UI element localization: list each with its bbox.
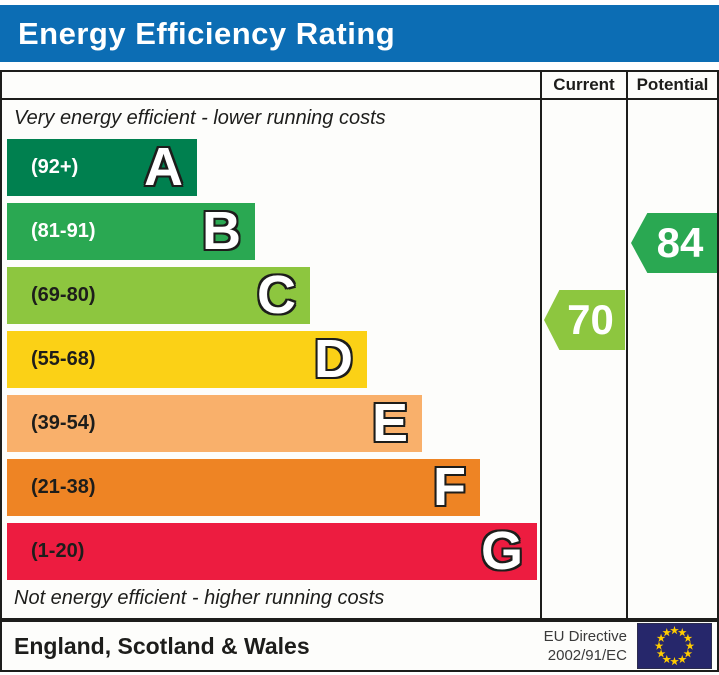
footer: England, Scotland & Wales EU Directive 2… — [0, 620, 719, 672]
band-letter: B — [202, 201, 241, 261]
band-bar-C: (69-80) C — [7, 267, 310, 324]
header-current: Current — [540, 72, 626, 100]
eu-flag-icon — [637, 623, 712, 669]
band-bar-G: (1-20) G — [7, 523, 537, 580]
band-range-label: (55-68) — [31, 348, 96, 370]
band-range-label: (81-91) — [31, 220, 96, 242]
band-letter: C — [257, 265, 296, 325]
potential-column: 84 — [626, 100, 717, 618]
band-letter: F — [433, 457, 466, 517]
header-spacer-cell — [2, 72, 540, 100]
band-range-label: (92+) — [31, 156, 79, 178]
band-range-label: (21-38) — [31, 476, 96, 498]
page-title: Energy Efficiency Rating — [18, 15, 396, 51]
band-bar-B: (81-91) B — [7, 203, 255, 260]
band-letter: E — [371, 393, 408, 453]
caption-very-efficient: Very energy efficient - lower running co… — [14, 107, 386, 129]
band-letter: A — [144, 137, 183, 197]
current-rating-arrow: 70 — [544, 290, 625, 350]
rating-table: Current Potential Very energy efficient … — [0, 70, 719, 620]
title-bar: Energy Efficiency Rating — [0, 5, 719, 62]
current-column: 70 — [540, 100, 626, 618]
eu-directive-label: EU Directive 2002/91/EC — [544, 627, 627, 666]
potential-rating-value: 84 — [656, 219, 704, 266]
band-bar-F: (21-38) F — [7, 459, 480, 516]
band-range-label: (39-54) — [31, 412, 96, 434]
potential-rating-arrow: 84 — [631, 213, 717, 273]
band-letter: D — [314, 329, 353, 389]
chart-area: Very energy efficient - lower running co… — [2, 100, 540, 618]
band-bar-A: (92+) A — [7, 139, 197, 196]
band-range-label: (1-20) — [31, 540, 85, 562]
band-range-label: (69-80) — [31, 284, 96, 306]
current-rating-value: 70 — [567, 296, 614, 343]
band-bars: (92+) A (81-91) B (69-80) C (55-68) D (39-54) E (2… — [7, 139, 540, 580]
band-letter: G — [480, 521, 523, 581]
band-bar-D: (55-68) D — [7, 331, 367, 388]
header-potential: Potential — [626, 72, 717, 100]
eu-directive-line1: EU Directive — [543, 627, 627, 645]
caption-not-efficient: Not energy efficient - higher running co… — [14, 587, 385, 609]
eu-directive-line2: 2002/91/EC — [547, 647, 627, 664]
region-label: England, Scotland & Wales — [14, 632, 310, 659]
band-bar-E: (39-54) E — [7, 395, 422, 452]
